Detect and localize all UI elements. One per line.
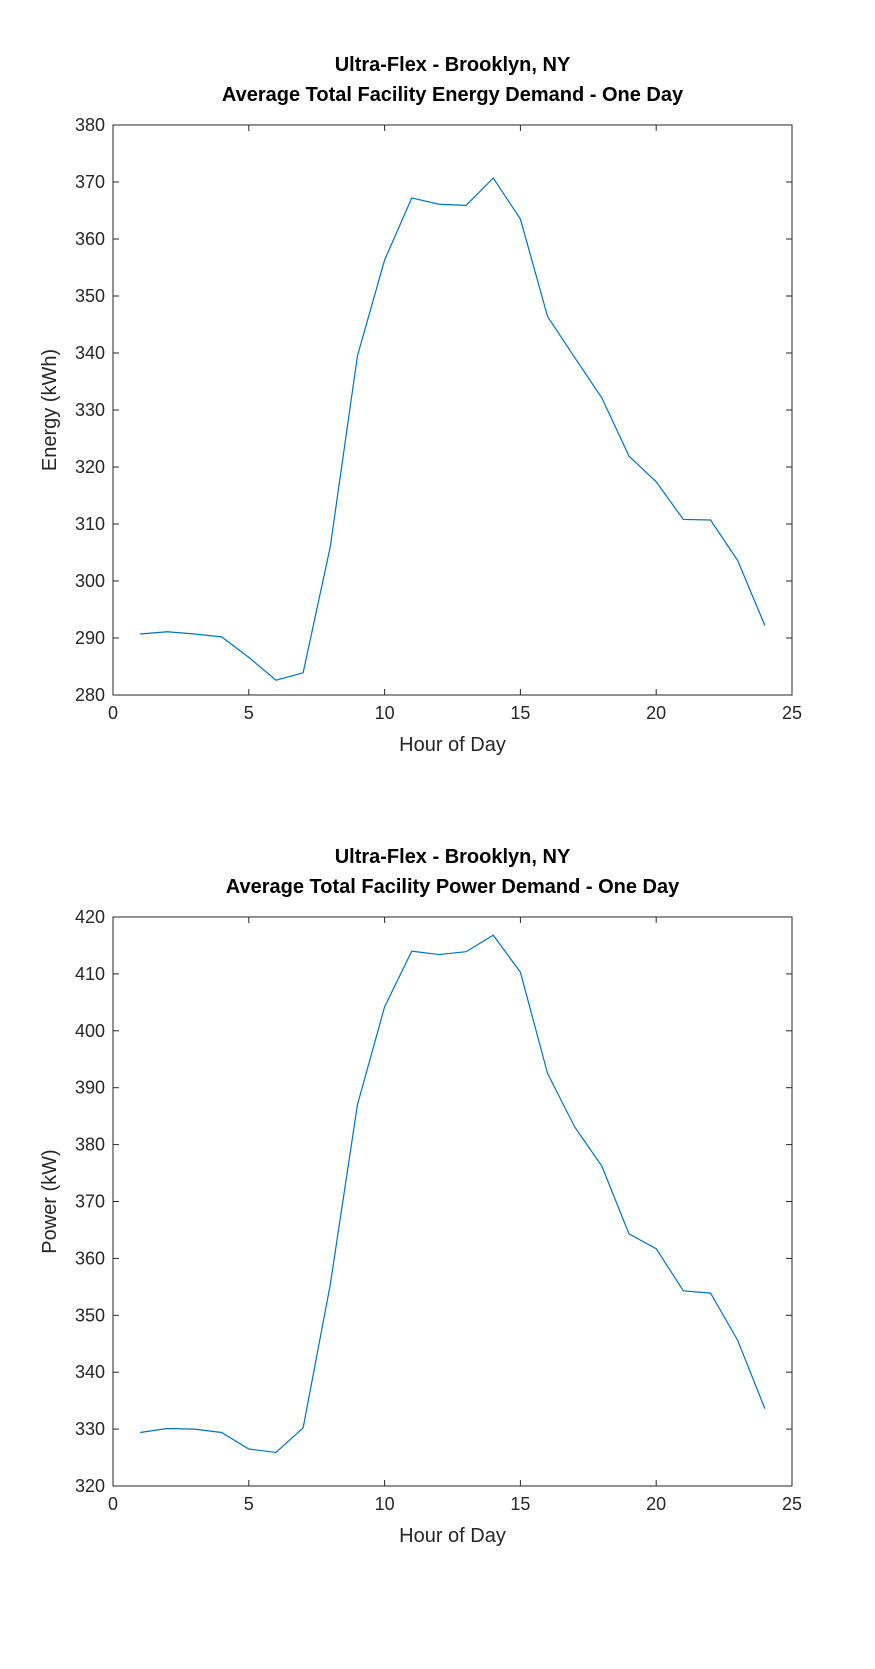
data-point [763, 624, 766, 627]
y-tick-label: 390 [75, 1078, 105, 1098]
data-point [220, 635, 223, 638]
data-point [274, 679, 277, 682]
y-tick-label: 420 [75, 907, 105, 927]
y-tick-label: 330 [75, 1419, 105, 1439]
data-point [356, 354, 359, 357]
data-point [546, 315, 549, 318]
y-tick-label: 350 [75, 286, 105, 306]
x-tick-label: 0 [108, 703, 118, 723]
data-point [274, 1451, 277, 1454]
y-tick-label: 360 [75, 229, 105, 249]
data-point [492, 934, 495, 937]
data-point [519, 971, 522, 974]
y-tick-label: 380 [75, 1135, 105, 1155]
y-axis-label: Energy (kWh) [39, 349, 61, 471]
data-point [193, 633, 196, 636]
x-tick-label: 0 [108, 1494, 118, 1514]
y-tick-label: 310 [75, 514, 105, 534]
chart-title-line-2: Average Total Facility Energy Demand - O… [222, 84, 684, 106]
data-point [247, 1448, 250, 1451]
y-tick-label: 320 [75, 457, 105, 477]
y-tick-label: 330 [75, 400, 105, 420]
data-point [437, 953, 440, 956]
x-axis-label: Hour of Day [399, 734, 506, 756]
data-point [329, 1283, 332, 1286]
data-point [437, 203, 440, 206]
x-tick-label: 5 [244, 703, 254, 723]
y-tick-label: 290 [75, 628, 105, 648]
data-point [763, 1407, 766, 1410]
data-point [139, 1431, 142, 1434]
data-point [600, 397, 603, 400]
y-tick-label: 300 [75, 571, 105, 591]
data-point [573, 1125, 576, 1128]
chart-title-line-1: Ultra-Flex - Brooklyn, NY [335, 54, 571, 76]
data-point [709, 519, 712, 522]
data-point [655, 480, 658, 483]
x-tick-label: 15 [510, 1494, 530, 1514]
data-point [682, 1289, 685, 1292]
y-tick-label: 360 [75, 1248, 105, 1268]
series-line [140, 934, 766, 1454]
x-tick-label: 25 [782, 703, 802, 723]
data-point [193, 1428, 196, 1431]
data-point [492, 177, 495, 180]
data-point [329, 545, 332, 548]
x-axis-label: Hour of Day [399, 1525, 506, 1547]
x-tick-label: 5 [244, 1494, 254, 1514]
x-tick-label: 25 [782, 1494, 802, 1514]
series-line [140, 177, 766, 681]
data-point [655, 1247, 658, 1250]
y-tick-label: 340 [75, 343, 105, 363]
data-point [736, 1339, 739, 1342]
y-tick-label: 320 [75, 1476, 105, 1496]
data-point [356, 1103, 359, 1106]
data-point [383, 259, 386, 262]
data-point [302, 1426, 305, 1429]
y-tick-label: 370 [75, 1192, 105, 1212]
data-point [465, 204, 468, 207]
x-tick-label: 20 [646, 703, 666, 723]
data-point [383, 1005, 386, 1008]
y-tick-label: 280 [75, 685, 105, 705]
y-tick-label: 410 [75, 964, 105, 984]
data-point [139, 633, 142, 636]
data-point [410, 950, 413, 953]
y-tick-label: 370 [75, 172, 105, 192]
plot-frame [112, 916, 793, 1487]
y-tick-label: 340 [75, 1362, 105, 1382]
data-point [410, 196, 413, 199]
data-point [247, 656, 250, 659]
data-point [220, 1431, 223, 1434]
data-point [166, 1427, 169, 1430]
y-tick-label: 350 [75, 1305, 105, 1325]
data-point [709, 1292, 712, 1295]
plot-frame [112, 124, 793, 696]
x-tick-label: 10 [375, 1494, 395, 1514]
data-point [519, 218, 522, 221]
data-point [302, 671, 305, 674]
data-point [736, 559, 739, 562]
chart-2: Ultra-Flex - Brooklyn, NY Average Total F… [39, 846, 802, 1547]
data-point [465, 950, 468, 953]
data-point [682, 518, 685, 521]
data-point [573, 356, 576, 359]
y-axis-label: Power (kW) [39, 1149, 61, 1253]
data-point [600, 1165, 603, 1168]
data-point [628, 1232, 631, 1235]
data-point [166, 630, 169, 633]
chart-1: Ultra-Flex - Brooklyn, NY Average Total F… [39, 54, 802, 756]
x-tick-label: 20 [646, 1494, 666, 1514]
y-tick-label: 400 [75, 1021, 105, 1041]
data-point [628, 455, 631, 458]
x-tick-label: 10 [375, 703, 395, 723]
chart-title-line-2: Average Total Facility Power Demand - On… [226, 876, 680, 898]
y-tick-label: 380 [75, 115, 105, 135]
chart-title-line-1: Ultra-Flex - Brooklyn, NY [335, 846, 571, 868]
x-tick-label: 15 [510, 703, 530, 723]
data-point [546, 1072, 549, 1075]
